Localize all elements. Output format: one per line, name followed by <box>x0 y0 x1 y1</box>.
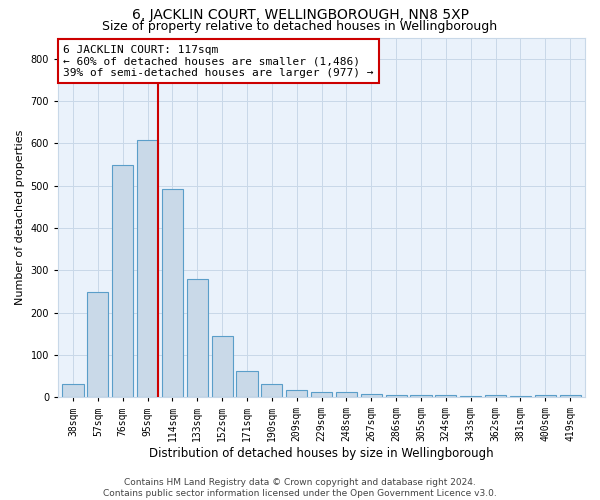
Bar <box>162 188 183 397</box>
Bar <box>560 395 581 397</box>
Bar <box>361 394 382 397</box>
X-axis label: Distribution of detached houses by size in Wellingborough: Distribution of detached houses by size … <box>149 447 494 460</box>
Bar <box>460 396 481 397</box>
Bar <box>62 384 83 397</box>
Bar <box>261 384 283 397</box>
Bar <box>535 395 556 397</box>
Bar <box>435 395 457 397</box>
Bar <box>112 166 133 397</box>
Bar <box>187 278 208 397</box>
Bar <box>212 336 233 397</box>
Bar <box>87 292 109 397</box>
Bar <box>510 396 531 397</box>
Text: Size of property relative to detached houses in Wellingborough: Size of property relative to detached ho… <box>103 20 497 33</box>
Y-axis label: Number of detached properties: Number of detached properties <box>15 130 25 305</box>
Bar <box>286 390 307 397</box>
Text: 6 JACKLIN COURT: 117sqm
← 60% of detached houses are smaller (1,486)
39% of semi: 6 JACKLIN COURT: 117sqm ← 60% of detache… <box>64 44 374 78</box>
Bar <box>137 140 158 397</box>
Bar <box>485 395 506 397</box>
Bar <box>311 392 332 397</box>
Bar <box>386 395 407 397</box>
Text: Contains HM Land Registry data © Crown copyright and database right 2024.
Contai: Contains HM Land Registry data © Crown c… <box>103 478 497 498</box>
Bar <box>236 371 257 397</box>
Bar <box>410 395 431 397</box>
Bar <box>336 392 357 397</box>
Text: 6, JACKLIN COURT, WELLINGBOROUGH, NN8 5XP: 6, JACKLIN COURT, WELLINGBOROUGH, NN8 5X… <box>131 8 469 22</box>
